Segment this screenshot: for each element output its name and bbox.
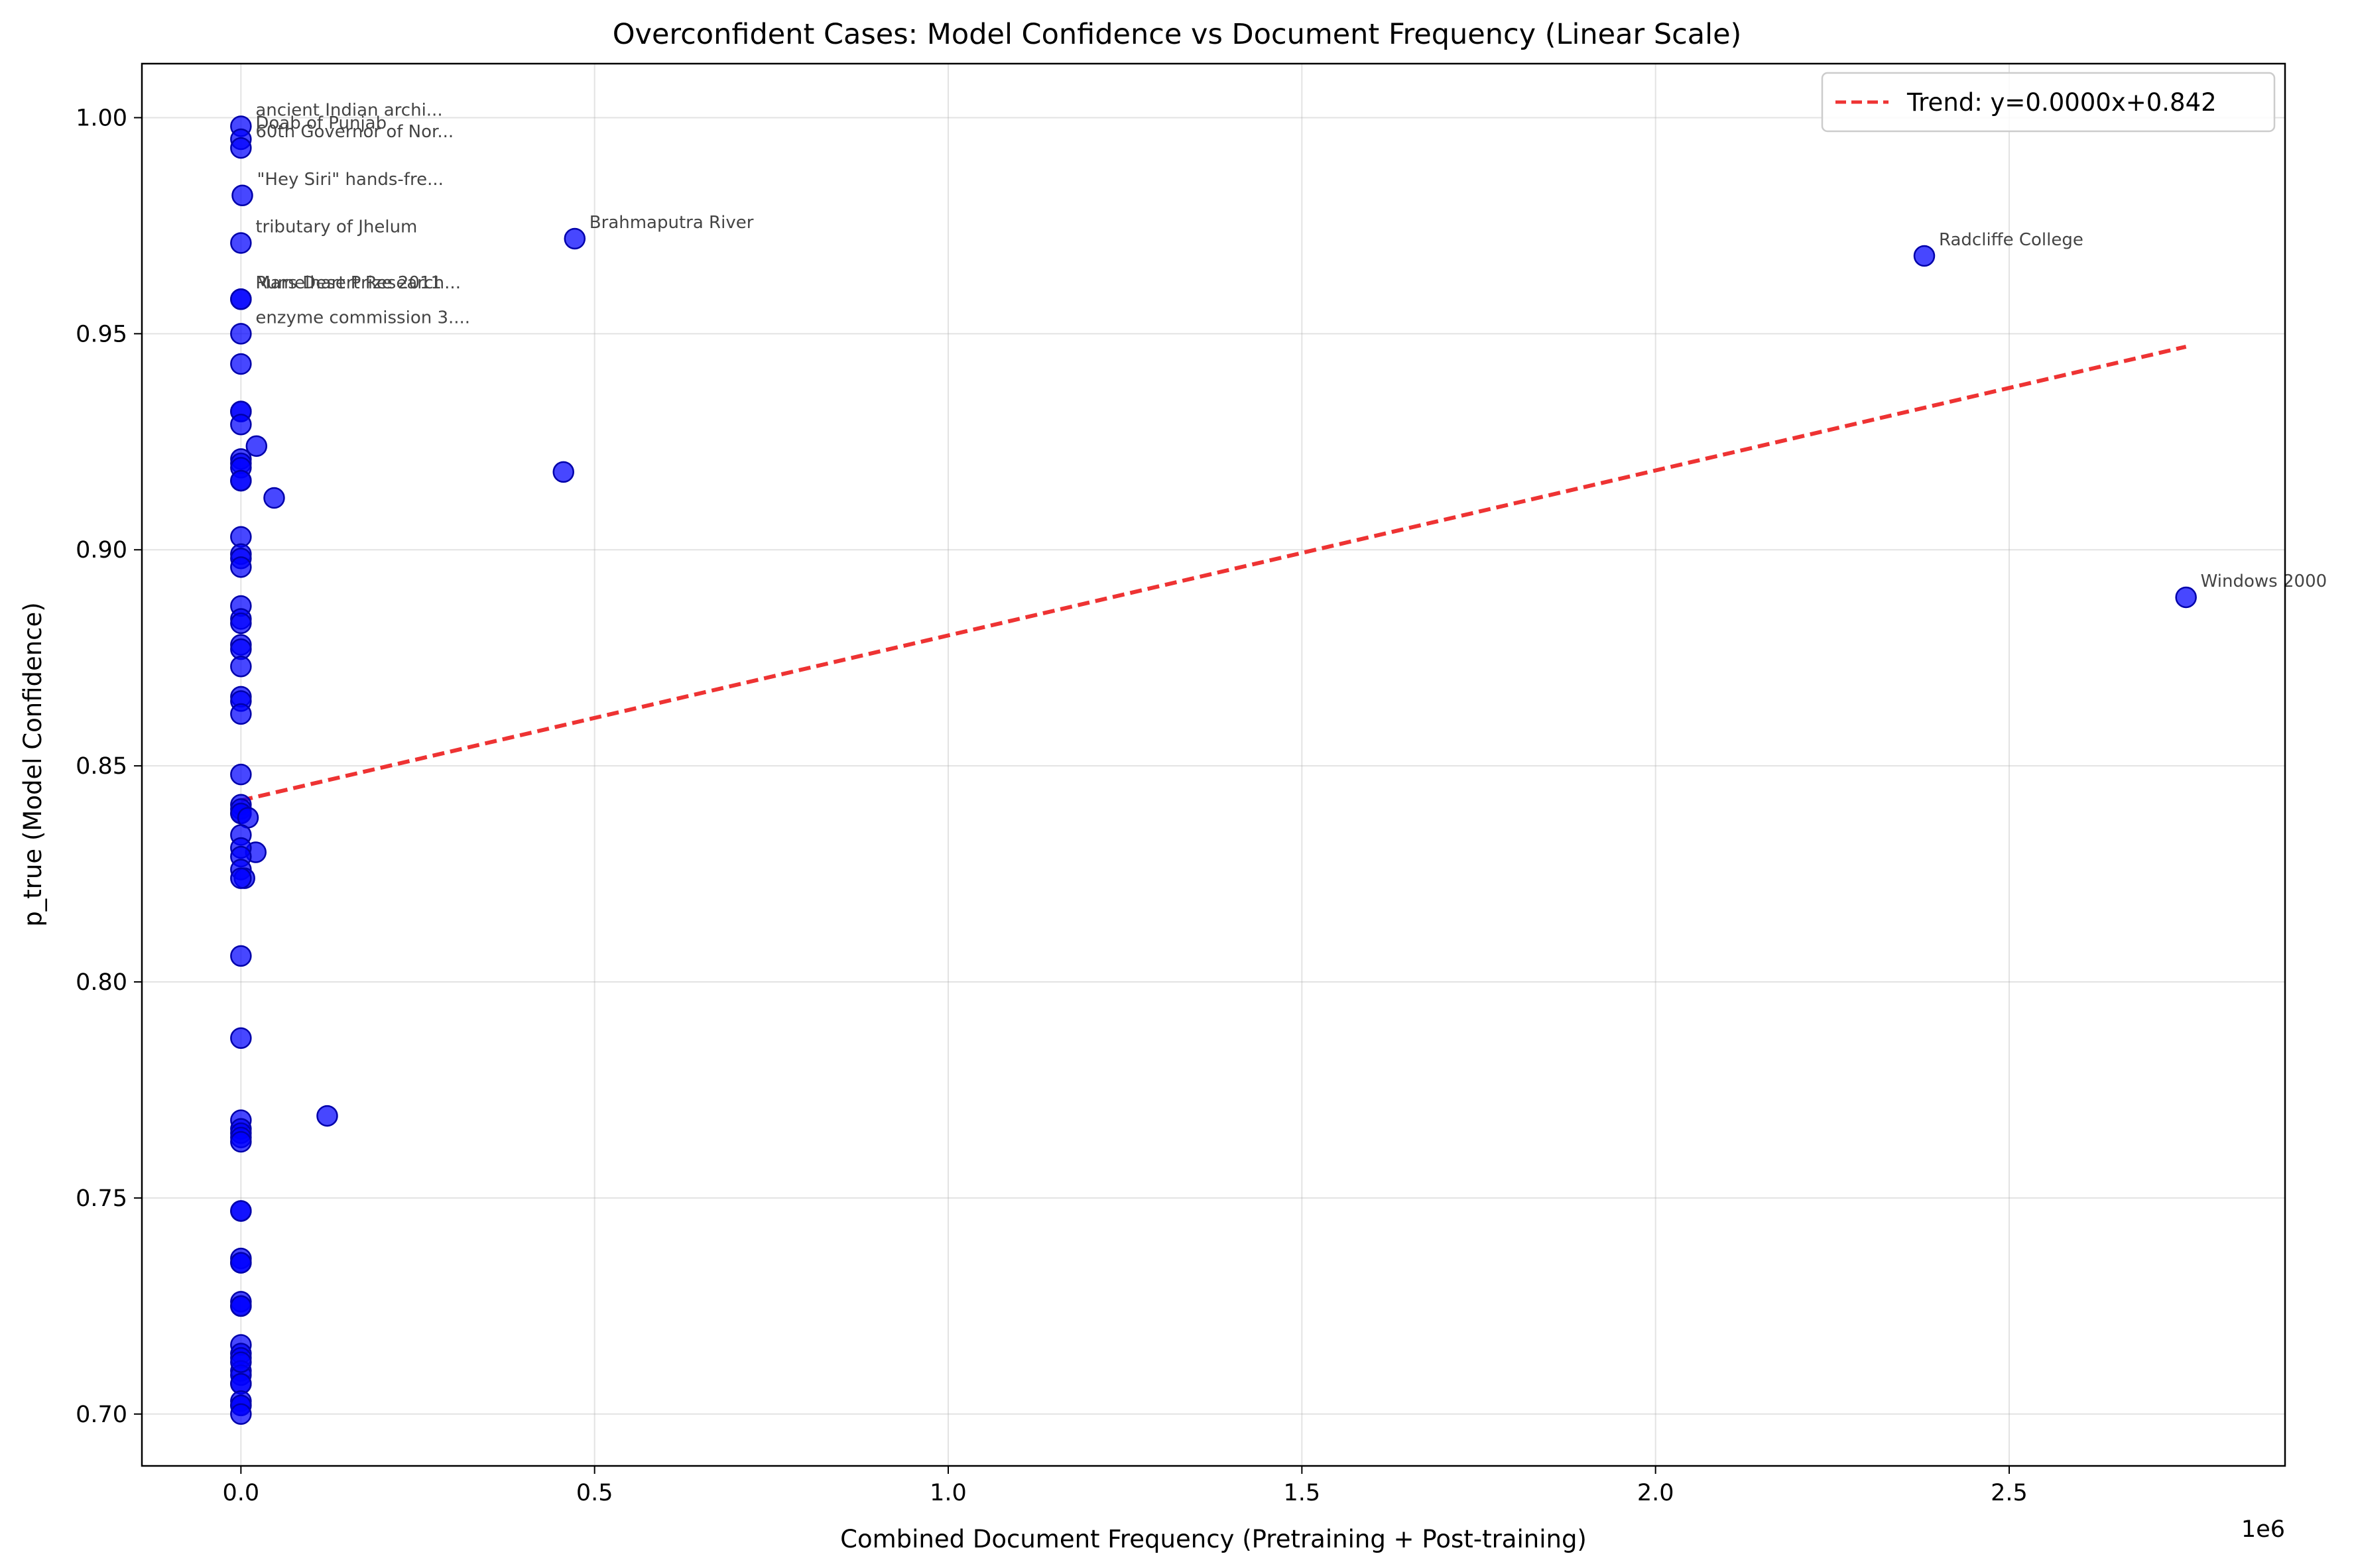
- x-axis-label: Combined Document Frequency (Pretraining…: [840, 1525, 1587, 1553]
- point-annotation: tributary of Jhelum: [255, 217, 417, 237]
- data-point: [230, 1130, 252, 1153]
- data-point: [230, 1351, 252, 1373]
- y-tick-label: 0.75: [76, 1185, 127, 1212]
- data-point: [230, 945, 252, 967]
- trend-line-layer: [240, 344, 2187, 803]
- trend-line: [240, 344, 2187, 803]
- data-point: [1913, 245, 1936, 267]
- legend-box: [1821, 72, 2276, 133]
- data-point: [230, 353, 252, 375]
- data-point: [230, 763, 252, 786]
- data-point: [230, 556, 252, 578]
- chart-title: Overconfident Cases: Model Confidence vs…: [613, 18, 1742, 51]
- point-annotation: Doab of Punjab: [255, 113, 387, 133]
- point-annotation: Mars Desert Research...: [255, 273, 461, 293]
- data-point: [230, 1027, 252, 1049]
- grid: [142, 64, 2285, 1466]
- x-tick-label: 1.0: [930, 1480, 967, 1506]
- data-point: [230, 323, 252, 345]
- point-annotation: 60th Governor of Nor...: [255, 122, 454, 142]
- y-axis-label: p_true (Model Confidence): [19, 602, 47, 926]
- data-point: [552, 461, 574, 483]
- point-annotation: Windows 2000: [2201, 572, 2327, 591]
- point-annotation: "Hey Siri" hands-fre...: [257, 170, 443, 190]
- data-point: [263, 487, 285, 509]
- plot-frame: [141, 62, 2286, 1467]
- data-point: [230, 1200, 252, 1222]
- x-tick-label: 0.0: [222, 1480, 259, 1506]
- point-annotation: Brahmaputra River: [589, 213, 754, 233]
- data-point: [230, 1295, 252, 1317]
- y-tick-label: 1.00: [76, 105, 127, 131]
- y-tick-label: 0.95: [76, 321, 127, 347]
- x-tick-label: 2.5: [1991, 1480, 2028, 1506]
- point-annotations: ancient Indian archi...Doab of Punjab60t…: [255, 101, 2327, 591]
- x-axis-ticks: 0.0 0.5 1.0 1.5 2.0 2.5: [222, 1466, 2028, 1506]
- data-point: [230, 867, 252, 889]
- x-tick-label: 1.5: [1283, 1480, 1320, 1506]
- data-point: [230, 1403, 252, 1425]
- x-tick-label: 0.5: [576, 1480, 613, 1506]
- x-tick-label: 2.0: [1637, 1480, 1674, 1506]
- data-point: [2175, 586, 2197, 609]
- point-annotation: Rumelhart Prize 2011: [255, 273, 442, 293]
- y-tick-label: 0.70: [76, 1402, 127, 1428]
- data-point: [230, 232, 252, 254]
- data-point: [231, 184, 253, 207]
- data-point: [230, 703, 252, 725]
- data-point: [230, 137, 252, 159]
- y-tick-label: 0.85: [76, 753, 127, 780]
- data-point: [230, 288, 252, 310]
- y-axis-ticks: 0.70 0.75 0.80 0.85 0.90 0.95 1.00: [76, 105, 142, 1428]
- data-point: [230, 1252, 252, 1274]
- data-point: [230, 612, 252, 634]
- point-annotation: Radcliffe College: [1939, 230, 2083, 250]
- y-tick-label: 0.90: [76, 537, 127, 564]
- y-tick-label: 0.80: [76, 969, 127, 996]
- data-point: [564, 227, 586, 250]
- data-point: [316, 1105, 338, 1127]
- data-point: [230, 655, 252, 678]
- point-annotation: ancient Indian archi...: [255, 101, 442, 121]
- legend: Trend: y=0.0000x+0.842: [1821, 72, 2276, 133]
- data-point: [230, 413, 252, 436]
- x-axis-offset-label: 1e6: [2241, 1516, 2285, 1543]
- data-points: [230, 115, 2197, 1425]
- data-point: [230, 469, 252, 492]
- point-annotation: enzyme commission 3....: [255, 308, 470, 328]
- legend-trend-label: Trend: y=0.0000x+0.842: [1906, 88, 2217, 117]
- data-point: [245, 435, 268, 457]
